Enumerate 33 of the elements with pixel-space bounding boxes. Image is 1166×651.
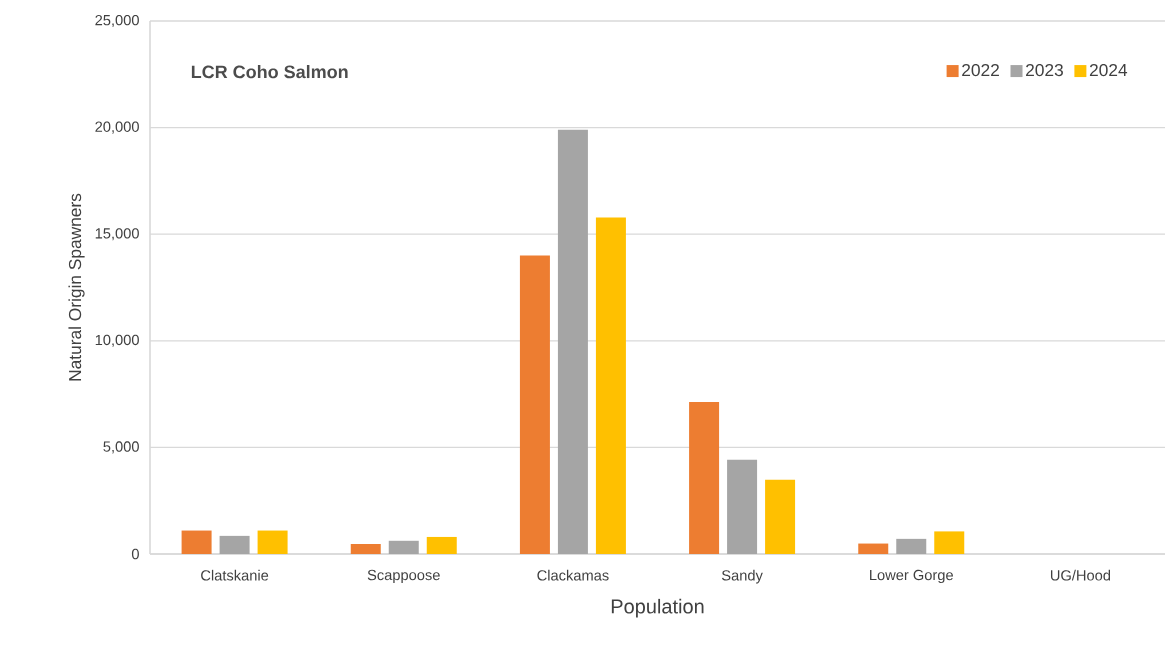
y-tick-label: 0	[131, 548, 139, 560]
bar	[257, 530, 288, 554]
bar	[350, 543, 381, 554]
x-tick-label: UG/Hood	[1050, 569, 1111, 581]
bar	[765, 479, 796, 554]
legend-label: 2024	[1089, 63, 1128, 77]
bar	[388, 540, 419, 554]
x-tick-label: Clatskanie	[201, 569, 269, 581]
bar	[689, 401, 720, 554]
x-tick-label: Clackamas	[537, 569, 609, 581]
bar	[858, 543, 889, 554]
bar	[595, 217, 626, 554]
y-tick-label: 10,000	[95, 334, 139, 347]
bar	[557, 129, 588, 554]
bar	[426, 536, 457, 554]
bar	[219, 535, 250, 554]
text: LCR Coho Salmon	[191, 65, 348, 79]
x-axis-title: Population	[611, 598, 704, 618]
y-axis-title: Natural Origin Spawners	[68, 193, 85, 381]
bar	[181, 530, 212, 554]
bar	[934, 531, 965, 554]
y-tick-label: 15,000	[95, 228, 139, 241]
legend-label: 2022	[962, 63, 999, 77]
bar	[896, 538, 927, 554]
y-tick-label: 5,000	[103, 441, 139, 454]
bar	[727, 459, 758, 554]
x-tick-label: Lower Gorge	[870, 569, 953, 584]
bar	[519, 255, 550, 554]
x-tick-label: Sandy	[721, 569, 763, 584]
x-tick-label: Scappoose	[367, 569, 440, 584]
legend-label: 2023	[1026, 63, 1063, 77]
y-tick-label: 25,000	[95, 14, 139, 28]
y-tick-label: 20,000	[95, 121, 139, 134]
